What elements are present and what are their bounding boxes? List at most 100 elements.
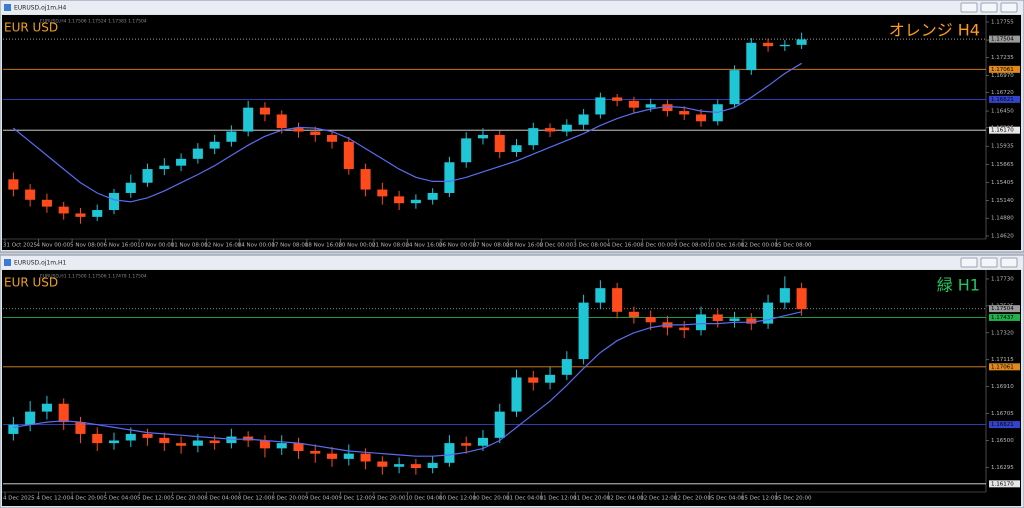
candle-body (746, 42, 757, 71)
level-label-box (989, 363, 1020, 371)
candle-body (477, 134, 488, 139)
candle-body (360, 169, 371, 190)
candle-body (8, 424, 19, 434)
candle-body (293, 128, 304, 132)
window-button[interactable] (980, 2, 998, 13)
info-text: EURUSD,H1 1.17500 1.17506 1.17479 1.1750… (40, 274, 147, 280)
y-tick-label: 1.15405 (991, 180, 1014, 186)
level-label-box (989, 480, 1020, 488)
x-tick-label: 9 Dec 12:00 (338, 496, 372, 502)
candle-body (796, 39, 807, 45)
candle-body (494, 411, 505, 438)
candle-body (763, 302, 774, 324)
candle-body (461, 443, 472, 446)
candle-body (92, 433, 103, 444)
x-tick-label: 27 Nov 08:00 (473, 243, 511, 249)
x-tick-label: 5 Dec 04:00 (104, 496, 138, 502)
level-label-box (989, 35, 1020, 43)
window-button[interactable] (1000, 257, 1018, 268)
x-tick-label: 5 Nov 08:00 (70, 243, 104, 249)
y-tick-label: 1.14880 (991, 216, 1014, 222)
corner-label: 緑 H1 (937, 276, 980, 295)
candle-body (58, 206, 69, 214)
candle-body (561, 124, 572, 132)
x-tick-label: 2 Dec 00:00 (540, 243, 574, 249)
candle-body (494, 134, 505, 153)
candle-body (327, 134, 338, 142)
x-tick-label: 26 Nov 00:00 (439, 243, 477, 249)
candle-body (176, 158, 187, 166)
level-label-box (989, 305, 1020, 313)
x-tick-label: 3 Dec 08:00 (573, 243, 607, 249)
y-tick-label: 1.17115 (991, 357, 1014, 363)
candle-body (41, 403, 52, 412)
y-tick-label: 1.16705 (991, 411, 1014, 417)
info-text: EURUSD,H4 1.17506 1.17524 1.17383 1.1750… (40, 19, 147, 25)
x-tick-label: 10 Nov 00:00 (137, 243, 175, 249)
x-tick-label: 24 Nov 16:00 (406, 243, 444, 249)
candle-body (746, 318, 757, 324)
candle-body (729, 318, 740, 321)
moving-average (13, 311, 802, 457)
y-tick-label: 1.17235 (991, 55, 1014, 61)
candle-body (779, 288, 790, 303)
candle-body (427, 462, 438, 469)
candle-body (58, 403, 69, 423)
candle-body (695, 314, 707, 331)
candle-body (25, 411, 36, 425)
x-tick-label: 11 Dec 12:00 (540, 496, 577, 502)
level-label-box (989, 126, 1020, 134)
symbol-label: EUR USD (4, 21, 58, 35)
x-tick-label: 12 Dec 04:00 (607, 496, 644, 502)
level-label: 1.16170 (991, 481, 1014, 487)
candle-body (578, 302, 589, 360)
window-button[interactable] (960, 2, 978, 13)
window-button[interactable] (960, 257, 978, 268)
candle-body (394, 464, 405, 467)
x-tick-label: 28 Nov 16:00 (506, 243, 544, 249)
candle-body (310, 131, 321, 135)
window-button[interactable] (980, 257, 998, 268)
candle-body (595, 288, 606, 303)
level-label: 1.17504 (991, 306, 1014, 312)
window-button[interactable] (1000, 2, 1018, 13)
title-bar (1, 1, 1023, 14)
x-tick-label: 8 Dec 00:00 (640, 243, 674, 249)
candle-body (310, 450, 321, 454)
x-tick-label: 31 Oct 2025 (3, 243, 38, 249)
candle-body (511, 377, 522, 412)
level-label: 1.17061 (991, 67, 1014, 73)
candle-body (92, 210, 103, 217)
x-tick-label: 15 Dec 08:00 (774, 243, 811, 249)
x-tick-label: 15 Dec 20:00 (774, 496, 811, 502)
level-label: 1.17061 (991, 364, 1014, 370)
candle-body (779, 44, 790, 47)
candle-body (561, 359, 572, 375)
candle-body (528, 128, 539, 146)
level-label: 1.16170 (991, 128, 1014, 134)
candle-body (343, 453, 354, 459)
x-tick-label: 9 Dec 04:00 (305, 496, 339, 502)
window-title: EURUSD,oj1m,H1 (14, 260, 66, 267)
window-icon (4, 259, 11, 266)
x-tick-label: 20 Nov 00:00 (338, 243, 376, 249)
y-tick-label: 1.16450 (991, 109, 1014, 115)
candle-body (243, 107, 254, 132)
level-label-box (989, 313, 1020, 321)
candle-body (410, 199, 421, 204)
candle-body (75, 422, 86, 434)
x-tick-label: 14 Nov 00:00 (238, 243, 276, 249)
candle-body (209, 440, 220, 444)
moving-average (13, 62, 802, 203)
x-tick-label: 9 Dec 08:00 (674, 243, 708, 249)
y-tick-label: 1.16970 (991, 73, 1014, 79)
candle-body (545, 128, 556, 132)
candle-body (142, 169, 153, 183)
x-tick-label: 12 Nov 16:00 (204, 243, 242, 249)
candle-body (695, 114, 707, 122)
candle-body (461, 138, 472, 163)
y-tick-label: 1.16295 (991, 465, 1014, 471)
symbol-label: EUR USD (4, 276, 58, 290)
